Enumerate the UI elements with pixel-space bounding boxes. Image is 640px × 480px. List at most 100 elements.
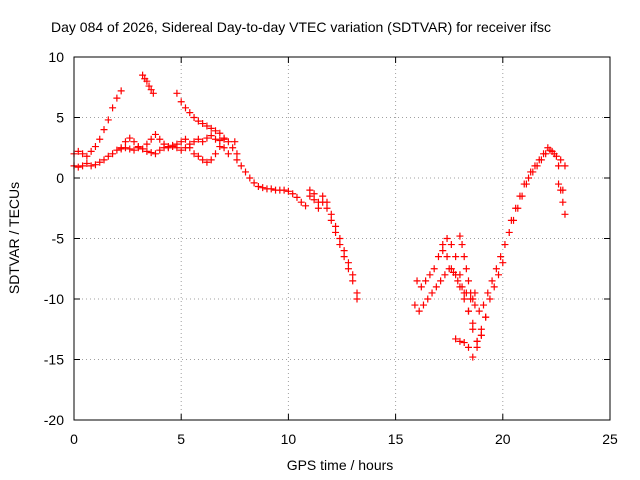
data-point [477, 331, 485, 339]
data-point [327, 216, 335, 224]
data-point [555, 162, 563, 170]
data-point [469, 325, 477, 333]
data-point [212, 127, 220, 135]
data-point [199, 156, 207, 164]
data-point [447, 241, 455, 249]
data-point [319, 192, 327, 200]
data-point [194, 117, 202, 125]
data-point [149, 89, 157, 97]
data-point [469, 319, 477, 327]
y-tick-label: -10 [44, 291, 64, 307]
data-point [441, 271, 449, 279]
data-point [79, 162, 87, 170]
data-point [477, 325, 485, 333]
marks-layer [70, 71, 569, 361]
series-arc-4 [139, 71, 157, 97]
data-point [452, 253, 460, 261]
data-point [156, 135, 164, 143]
data-point [525, 174, 533, 182]
data-point [186, 144, 194, 152]
data-point [469, 353, 477, 361]
data-point [83, 152, 91, 160]
data-point [443, 235, 451, 242]
data-point [462, 265, 470, 273]
data-point [96, 135, 104, 143]
data-point [422, 277, 430, 285]
data-point [419, 301, 427, 309]
data-point [460, 289, 468, 297]
data-point [74, 147, 82, 155]
y-tick-label: 10 [48, 49, 64, 65]
data-point [139, 71, 147, 79]
data-point [145, 82, 153, 90]
data-point [439, 241, 447, 249]
series-arc-1 [70, 132, 232, 171]
data-point [456, 232, 464, 240]
data-point [460, 295, 468, 303]
data-point [310, 190, 318, 198]
x-tick-label: 10 [281, 431, 297, 447]
data-point [495, 271, 503, 279]
data-point [100, 126, 108, 134]
data-point [147, 135, 155, 143]
data-point [349, 271, 357, 279]
data-point [190, 114, 198, 121]
data-point [194, 135, 202, 143]
data-point [473, 337, 481, 345]
data-point [233, 150, 241, 158]
data-point [492, 265, 500, 273]
data-point [557, 186, 565, 194]
data-point [134, 143, 142, 151]
data-point [246, 174, 254, 182]
data-point [557, 156, 565, 164]
series-arc-3 [117, 130, 228, 166]
data-point [471, 289, 479, 297]
y-tick-label: -5 [52, 231, 65, 247]
data-point [314, 204, 322, 212]
x-tick-label: 5 [177, 431, 185, 447]
data-point [533, 162, 541, 170]
data-point [464, 277, 472, 285]
data-point [413, 277, 421, 285]
data-point [447, 265, 455, 273]
data-point [486, 295, 494, 303]
data-point [280, 186, 288, 194]
data-point [473, 343, 481, 351]
data-point [488, 277, 496, 285]
data-point [177, 138, 185, 146]
data-point [443, 253, 451, 261]
data-point [212, 135, 220, 143]
data-point [505, 228, 513, 236]
data-point [181, 104, 189, 112]
data-point [181, 135, 189, 143]
data-point [109, 104, 117, 112]
data-point [254, 182, 262, 190]
data-point [497, 253, 505, 261]
y-tick-label: -20 [44, 412, 64, 428]
data-point [91, 143, 99, 151]
data-point [199, 138, 207, 146]
series-arc-15 [555, 180, 569, 218]
data-point [113, 146, 121, 154]
data-point [297, 198, 305, 206]
data-point [284, 187, 292, 195]
data-point [428, 289, 436, 297]
data-point [456, 337, 464, 345]
data-point [74, 163, 82, 171]
data-point [529, 168, 537, 176]
data-point [143, 140, 151, 148]
data-point [91, 161, 99, 169]
data-point [113, 94, 121, 102]
data-point [434, 253, 442, 261]
data-point [336, 235, 344, 242]
data-point [561, 210, 569, 218]
data-point [220, 144, 228, 152]
data-point [229, 144, 237, 152]
x-tick-label: 0 [70, 431, 78, 447]
data-point [267, 185, 275, 193]
y-tick-label: 0 [56, 170, 64, 186]
data-point [203, 158, 211, 166]
data-point [130, 138, 138, 146]
